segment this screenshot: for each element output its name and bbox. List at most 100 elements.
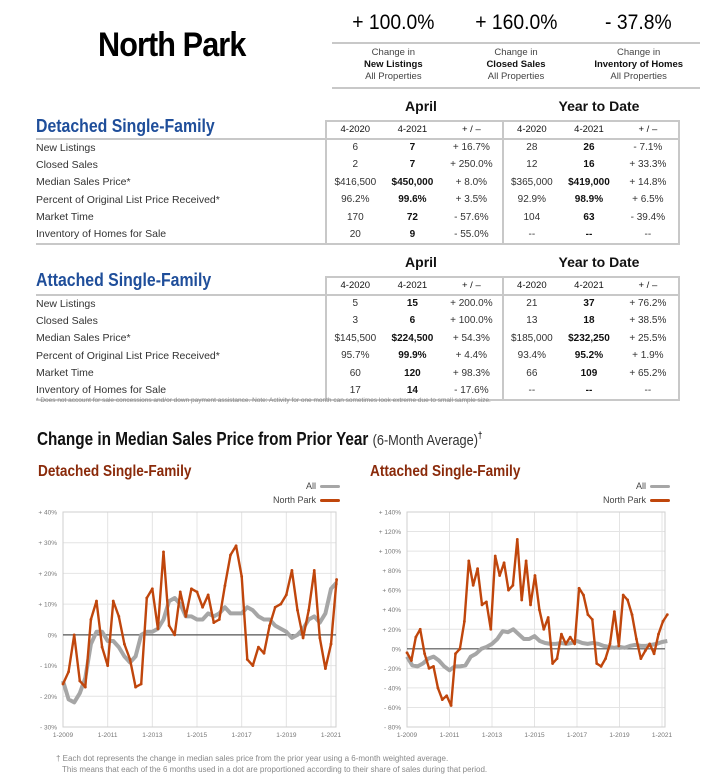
table-cell: + 76.2% [617, 294, 681, 312]
table-cell: + 38.5% [617, 312, 681, 330]
detached-section: April Year to Date Detached Single-Famil… [36, 96, 681, 245]
row-label: New Listings [36, 141, 96, 154]
table-cell: 99.9% [398, 350, 427, 362]
column-header: 4-2020 [501, 120, 561, 140]
x-tick-label: 1-2013 [482, 732, 503, 739]
table-cell: -- [560, 226, 618, 245]
kpi-label-line: Change in [371, 47, 415, 58]
kpi-inventory-value: - 37.8% [605, 11, 672, 34]
table-cell: 66 [501, 364, 561, 382]
row-label: Inventory of Homes for Sale [36, 382, 326, 401]
table-cell: -- [560, 382, 618, 401]
legend-swatch-north-park [320, 498, 340, 502]
x-tick-label: 1-2013 [142, 732, 163, 739]
table-cell: $224,500 [391, 332, 434, 344]
period-ytd-heading: Year to Date [558, 254, 640, 270]
table-cell: $185,000 [501, 329, 561, 347]
table-row: Market Time 60 120 + 98.3% 66 109 + 65.2% [36, 364, 681, 382]
table-cell: 12 [501, 156, 561, 174]
table-row: Percent of Original List Price Received*… [36, 347, 681, 365]
table-cell: + 3.5% [455, 194, 488, 206]
table-cell: -- [617, 382, 681, 401]
table-row: Closed Sales 2 7 + 250.0% 12 16 + 33.3% [36, 156, 681, 174]
table-cell: + 14.8% [617, 173, 681, 191]
kpi-inventory-label: Change in Inventory of Homes All Propert… [577, 47, 700, 83]
table-cell: 2 [324, 156, 384, 174]
dagger-mark: † [477, 430, 483, 440]
table-cell: 98.9% [574, 194, 604, 206]
table-cell: - 57.6% [454, 211, 489, 223]
chart-footnote-line: This means that each of the 6 months use… [62, 765, 488, 774]
legend-item-north-park: North Park [240, 493, 340, 507]
table-cell: 28 [501, 138, 561, 156]
row-label: Market Time [36, 211, 94, 224]
y-tick-label: + 140% [379, 510, 401, 517]
table-cell: 6 [409, 315, 416, 327]
table-cell: + 25.5% [617, 329, 681, 347]
table-row: Market Time 170 72 - 57.6% 104 63 - 39.4% [36, 208, 681, 226]
kpi-metric: Inventory of Homes [594, 59, 684, 70]
table-cell: 92.9% [501, 191, 561, 209]
x-tick-label: 1-2009 [397, 732, 418, 739]
table-cell: 95.2% [574, 350, 604, 362]
row-label: Percent of Original List Price Received* [36, 193, 220, 206]
x-tick-label: 1-2009 [53, 732, 74, 739]
legend-item-all: All [570, 479, 670, 493]
y-tick-label: + 10% [38, 602, 57, 609]
table-cell: 60 [324, 364, 384, 382]
y-tick-label: + 20% [382, 627, 401, 634]
kpi-closed-sales-value: + 160.0% [474, 11, 558, 34]
table-cell: 95.7% [324, 347, 384, 365]
table-cell: 99.6% [398, 194, 427, 206]
x-tick-label: 1-2019 [276, 732, 297, 739]
table-cell: + 65.2% [617, 364, 681, 382]
series-north-park-line [405, 538, 669, 707]
y-tick-label: + 40% [38, 510, 57, 517]
column-header: 4-2020 [501, 276, 561, 296]
kpi-metric: New Listings [364, 59, 423, 70]
table-cell: 3 [324, 312, 384, 330]
row-label: Percent of Original List Price Received* [36, 349, 220, 362]
x-tick-label: 1-2017 [567, 732, 588, 739]
chart-footnote: † Each dot represents the change in medi… [56, 753, 487, 775]
table-cell: - 39.4% [617, 208, 681, 226]
legend-swatch-all [650, 484, 670, 488]
column-header: 4-2020 [324, 276, 384, 296]
table-cell: 96.2% [324, 191, 384, 209]
legend-swatch-north-park [650, 498, 670, 502]
table-cell: 170 [324, 208, 384, 226]
table-cell: - 55.0% [441, 226, 503, 245]
table-cell: 17 [324, 382, 384, 401]
legend-label: All [635, 481, 646, 491]
x-tick-label: 1-2011 [440, 732, 460, 739]
table-cell: + 33.3% [617, 156, 681, 174]
x-tick-label: 1-2015 [524, 732, 545, 739]
table-cell: - 17.6% [441, 382, 503, 401]
table-cell: $450,000 [391, 176, 434, 188]
detached-price-change-chart: + 40%+ 30%+ 20%+ 10%0%- 10%- 20%- 30%1-2… [38, 510, 341, 740]
table-header-spacer [36, 121, 326, 140]
y-tick-label: + 60% [382, 588, 401, 595]
table-cell: 63 [583, 211, 595, 223]
y-tick-label: + 120% [379, 529, 401, 536]
table-cell: 120 [404, 367, 421, 379]
kpi-label-line: All Properties [487, 71, 545, 82]
table-cell: 20 [324, 226, 384, 245]
table-cell: + 98.3% [452, 367, 490, 379]
y-tick-label: - 80% [384, 725, 401, 732]
y-tick-label: - 30% [40, 725, 57, 732]
attached-table: 4-2020 4-2021 + / –4-2020 4-2021 + / – New Li… [36, 276, 681, 401]
table-cell: $365,000 [501, 173, 561, 191]
table-row: New Listings 5 15 + 200.0% 21 37 + 76.2% [36, 294, 681, 312]
table-cell: - 7.1% [617, 138, 681, 156]
attached-chart-title: Attached Single-Family [370, 463, 521, 480]
period-month-heading: April [405, 98, 437, 114]
detached-chart-legend: All North Park [240, 479, 340, 507]
table-cell: -- [501, 382, 561, 401]
column-header: 4-2021 [383, 276, 442, 296]
table-cell: 5 [324, 294, 384, 312]
table-row: Inventory of Homes for Sale 17 14- 17.6% --… [36, 382, 681, 401]
kpi-closed-sales-label: Change in Closed Sales All Properties [455, 47, 578, 83]
column-header: 4-2021 [560, 120, 618, 140]
kpi-metric: Closed Sales [486, 59, 546, 70]
